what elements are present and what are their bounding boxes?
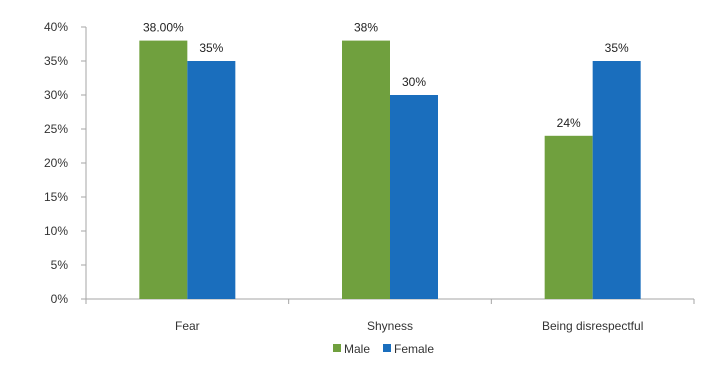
legend-swatch-male (333, 344, 341, 352)
data-label: 30% (402, 75, 426, 89)
y-tick-label: 10% (44, 224, 68, 238)
y-tick-label: 15% (44, 190, 68, 204)
x-axis: Fear Shyness Being disrespectful (85, 298, 695, 333)
y-axis: 0% 5% 10% 15% 20% 25% 30% 35% 40% (44, 20, 87, 306)
legend: Male Female (333, 342, 434, 356)
data-label: 38.00% (143, 21, 184, 35)
y-tick-label: 25% (44, 122, 68, 136)
legend-swatch-female (383, 344, 391, 352)
y-tick-label: 5% (51, 258, 69, 272)
data-label: 38% (354, 21, 378, 35)
bars (139, 40, 641, 299)
bar-female-fear (187, 61, 236, 299)
y-tick-label: 40% (44, 20, 68, 34)
bar-female-being-disrespectful (592, 61, 641, 299)
x-tick-label: Shyness (367, 319, 413, 333)
x-tick-label: Fear (175, 319, 200, 333)
data-label: 35% (605, 41, 629, 55)
y-tick-label: 0% (51, 292, 69, 306)
bar-male-shyness (342, 40, 390, 299)
x-tick-label: Being disrespectful (542, 319, 643, 333)
bar-female-shyness (390, 95, 438, 299)
bar-male-being-disrespectful (544, 135, 593, 299)
y-tick-label: 30% (44, 88, 68, 102)
legend-label-male: Male (344, 342, 370, 356)
y-tick-label: 35% (44, 54, 68, 68)
legend-label-female: Female (394, 342, 434, 356)
bar-male-fear (139, 40, 188, 299)
data-labels: 38.00% 35% 38% 30% 24% 35% (143, 21, 629, 130)
y-tick-label: 20% (44, 156, 68, 170)
data-label: 35% (199, 41, 223, 55)
data-label: 24% (557, 116, 581, 130)
